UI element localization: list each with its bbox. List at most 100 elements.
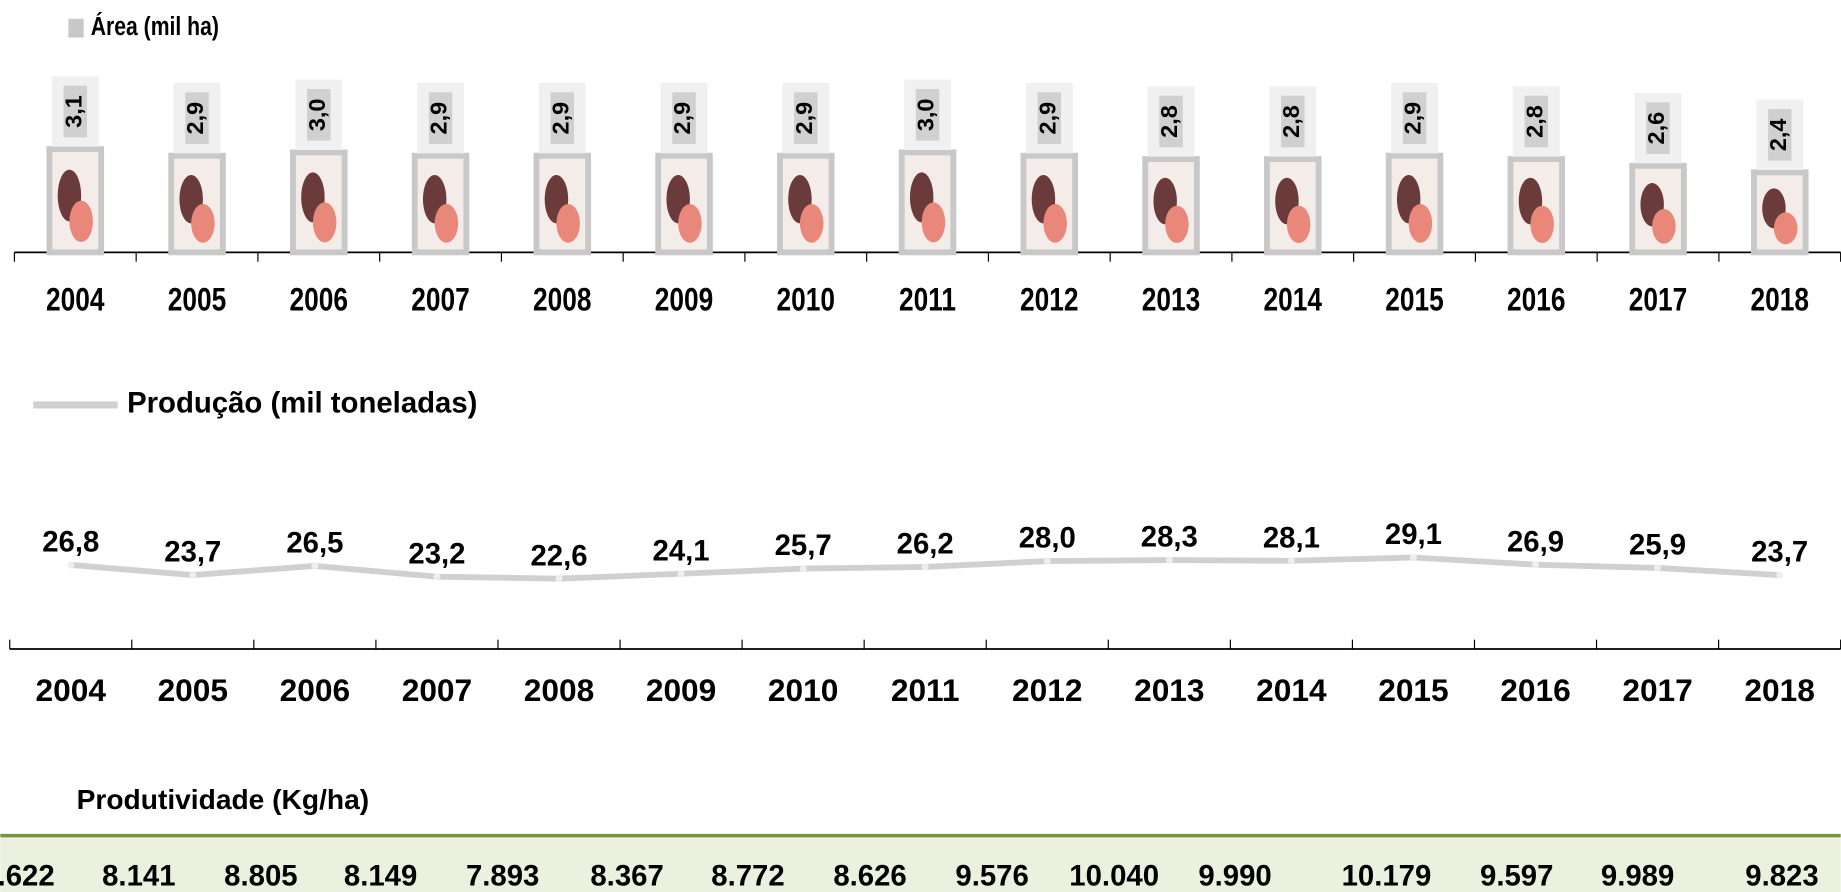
x-tick-label: 2012 (1020, 282, 1078, 318)
x-tick-label: 2015 (1378, 672, 1448, 708)
point (1776, 572, 1783, 579)
x-tick-label: 2013 (1134, 672, 1204, 708)
x-tick-label: 2011 (899, 282, 956, 318)
legend-label: Produção (mil toneladas) (127, 387, 477, 420)
x-tick-label: 2008 (524, 672, 594, 708)
fig-icon (69, 201, 92, 242)
table-cell: 9.823 (1745, 860, 1818, 892)
fig-icon (313, 202, 336, 242)
data-label: 2,8 (1278, 105, 1304, 138)
table-cell: 8.141 (102, 860, 175, 892)
data-label: 3,0 (304, 99, 330, 132)
fig-icon (1774, 212, 1797, 244)
data-label: 25,7 (775, 529, 832, 562)
point (555, 575, 562, 582)
page: Área (mil ha)3,120042,920053,020062,9200… (0, 0, 1841, 892)
table-cell: 8.626 (833, 860, 906, 892)
fig-icon (191, 204, 214, 243)
table-cell: 10.179 (1342, 860, 1432, 892)
table-cell: 8.805 (224, 860, 297, 892)
data-label: 25,9 (1629, 529, 1686, 562)
x-tick-label: 2013 (1142, 282, 1200, 318)
x-tick-label: 2011 (891, 672, 960, 708)
point (67, 561, 74, 568)
data-label: 29,1 (1385, 518, 1442, 551)
data-label: 3,0 (913, 99, 939, 132)
point (311, 562, 318, 569)
point (1410, 554, 1417, 561)
x-tick-label: 2016 (1500, 672, 1570, 708)
chart: Área (mil ha)3,120042,920053,020062,9200… (0, 0, 1841, 892)
table-cell: 9.990 (1198, 860, 1271, 892)
table-cell: 9.576 (955, 860, 1028, 892)
x-tick-label: 2006 (290, 282, 348, 318)
point (1044, 558, 1051, 565)
x-tick-label: 2009 (655, 282, 713, 318)
data-label: 2,8 (1156, 105, 1182, 138)
point (1166, 557, 1173, 564)
legend-swatch (68, 19, 83, 38)
legend-label: Área (mil ha) (91, 11, 219, 42)
x-tick-label: 2006 (280, 672, 350, 708)
x-tick-label: 2007 (402, 672, 472, 708)
x-tick-label: 2005 (158, 672, 228, 708)
x-tick-label: 2009 (646, 672, 716, 708)
x-tick-label: 2010 (768, 672, 838, 708)
data-label: 2,9 (1400, 102, 1426, 135)
fig-icon (1165, 206, 1188, 243)
x-tick-label: 2005 (168, 282, 226, 318)
data-label: 22,6 (530, 539, 587, 572)
table-cell: 10.040 (1069, 860, 1159, 892)
x-tick-label: 2004 (46, 282, 105, 318)
x-tick-label: 2004 (36, 672, 107, 708)
fig-icon (556, 204, 579, 243)
x-tick-label: 2007 (411, 282, 469, 318)
fig-icon (678, 204, 701, 243)
x-tick-label: 2016 (1507, 282, 1565, 318)
fig-icon (800, 204, 823, 243)
point (433, 573, 440, 580)
data-label: 26,9 (1507, 525, 1564, 558)
data-label: 28,3 (1141, 521, 1198, 554)
table-cell: 9.597 (1480, 860, 1553, 892)
table-cell: 7.893 (466, 860, 539, 892)
x-tick-label: 2014 (1256, 672, 1327, 708)
x-tick-label: 2014 (1264, 282, 1323, 318)
fig-icon (922, 202, 945, 242)
data-label: 2,9 (669, 102, 695, 135)
table-cell: 9.989 (1601, 860, 1674, 892)
data-label: 2,4 (1765, 119, 1791, 152)
data-label: 2,9 (791, 102, 817, 135)
data-label: 2,8 (1521, 105, 1547, 138)
data-label: 26,5 (286, 527, 343, 560)
fig-icon (1287, 206, 1310, 243)
point (678, 570, 685, 577)
data-label: 28,0 (1019, 522, 1076, 555)
point (189, 572, 196, 579)
data-label: 26,2 (897, 528, 954, 561)
x-tick-label: 2015 (1385, 282, 1443, 318)
fig-icon (1043, 204, 1066, 243)
point (800, 565, 807, 572)
point (1532, 561, 1539, 568)
data-label: 26,8 (42, 526, 99, 559)
table-cell: 8.772 (711, 860, 784, 892)
fig-icon (1409, 204, 1432, 243)
x-tick-label: 2017 (1629, 282, 1687, 318)
data-label: 2,9 (547, 102, 573, 135)
data-label: 2,9 (1034, 102, 1060, 135)
data-label: 2,6 (1643, 112, 1669, 145)
data-label: 23,7 (1751, 536, 1808, 569)
x-tick-label: 2017 (1622, 672, 1692, 708)
table-title: Produtividade (Kg/ha) (77, 784, 370, 815)
point (1654, 564, 1661, 571)
fig-icon (1652, 209, 1675, 244)
data-label: 28,1 (1263, 521, 1320, 554)
x-tick-label: 2018 (1744, 672, 1814, 708)
point (1288, 557, 1295, 564)
x-tick-label: 2008 (533, 282, 591, 318)
data-label: 2,9 (426, 102, 452, 135)
data-label: 23,2 (408, 537, 465, 570)
table-cell: 8.149 (344, 860, 417, 892)
x-tick-label: 2012 (1012, 672, 1082, 708)
